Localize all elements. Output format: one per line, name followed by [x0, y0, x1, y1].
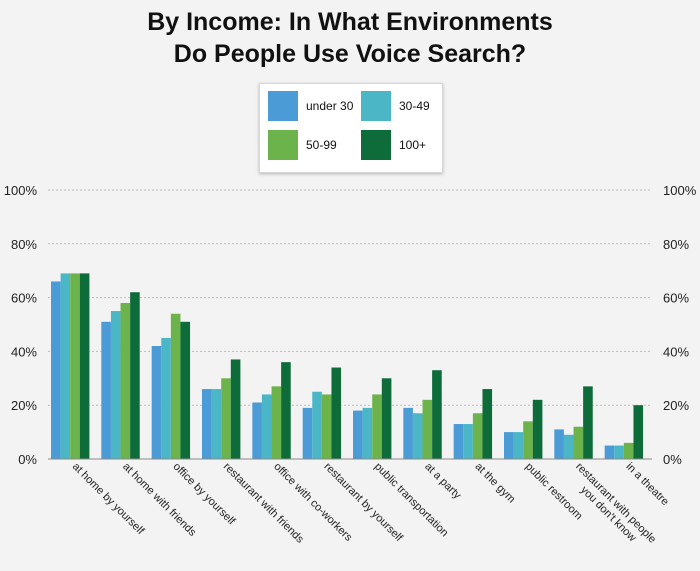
- bar: [202, 389, 212, 459]
- chart-title-line-1: By Income: In What Environments: [147, 8, 553, 36]
- bar: [463, 424, 473, 459]
- bar: [51, 281, 61, 459]
- bar: [604, 445, 615, 459]
- bar: [422, 399, 433, 459]
- bar: [170, 313, 181, 459]
- bar: [403, 407, 413, 459]
- bar: [362, 407, 373, 459]
- y-tick-label-left: 60%: [11, 291, 37, 306]
- bar: [381, 378, 392, 459]
- y-tick-label-left: 20%: [11, 398, 37, 413]
- bar: [101, 321, 111, 459]
- x-tick-label: at a party: [422, 461, 463, 502]
- bar: [563, 434, 574, 459]
- bar: [331, 367, 342, 459]
- bar: [353, 410, 363, 459]
- bar: [633, 405, 644, 459]
- bar: [60, 273, 71, 459]
- legend: under 30 30-49 50-99 100+: [259, 83, 443, 173]
- bar: [281, 362, 291, 459]
- bar: [513, 432, 524, 459]
- y-tick-label-left: 80%: [11, 237, 37, 252]
- y-tick-label-right: 0%: [663, 452, 682, 467]
- bar: [271, 386, 282, 459]
- bar: [412, 413, 423, 459]
- bar: [523, 421, 533, 459]
- legend-swatch-100-plus: [361, 130, 391, 160]
- bar: [110, 311, 121, 459]
- bar: [130, 292, 140, 459]
- legend-label-100-plus: 100+: [399, 138, 427, 152]
- bar: [230, 359, 241, 459]
- chart-title: By Income: In What Environments Do Peopl…: [0, 6, 700, 70]
- legend-label-30-49: 30-49: [399, 99, 430, 113]
- y-tick-label-right: 20%: [663, 398, 689, 413]
- bar: [453, 424, 464, 459]
- bar: [302, 407, 313, 459]
- chart-title-line-2: Do People Use Voice Search?: [173, 40, 527, 68]
- bar: [211, 389, 222, 459]
- bar: [472, 413, 483, 459]
- x-tick-label: in a theatre: [624, 461, 671, 508]
- y-tick-label-right: 100%: [663, 183, 697, 198]
- bar: [252, 402, 262, 459]
- legend-swatch-50-99: [268, 130, 298, 160]
- bar: [614, 445, 624, 459]
- bar: [120, 302, 131, 459]
- legend-swatch-30-49: [361, 91, 391, 121]
- bar: [70, 273, 80, 459]
- y-tick-label-left: 40%: [11, 344, 37, 359]
- bar: [180, 321, 191, 459]
- bar: [583, 386, 593, 459]
- bar: [261, 394, 272, 459]
- bar: [623, 442, 634, 459]
- y-tick-label-left: 0%: [18, 452, 37, 467]
- bar: [482, 389, 493, 459]
- bar: [532, 399, 543, 459]
- y-tick-label-left: 100%: [4, 183, 38, 198]
- bar: [504, 432, 514, 459]
- bar: [221, 378, 231, 459]
- bar: [372, 394, 382, 459]
- legend-swatch-under-30: [268, 91, 298, 121]
- bar: [321, 394, 332, 459]
- y-tick-label-right: 60%: [663, 291, 689, 306]
- bar: [312, 391, 322, 459]
- y-tick-label-right: 40%: [663, 344, 689, 359]
- bar: [79, 273, 90, 459]
- bar: [554, 429, 564, 459]
- bar: [161, 337, 171, 459]
- bar: [432, 370, 442, 459]
- legend-label-50-99: 50-99: [306, 138, 337, 152]
- x-tick-label: at the gym: [473, 461, 518, 506]
- bar: [151, 346, 162, 459]
- legend-label-under-30: under 30: [306, 99, 354, 113]
- y-tick-label-right: 80%: [663, 237, 689, 252]
- bar: [573, 426, 584, 459]
